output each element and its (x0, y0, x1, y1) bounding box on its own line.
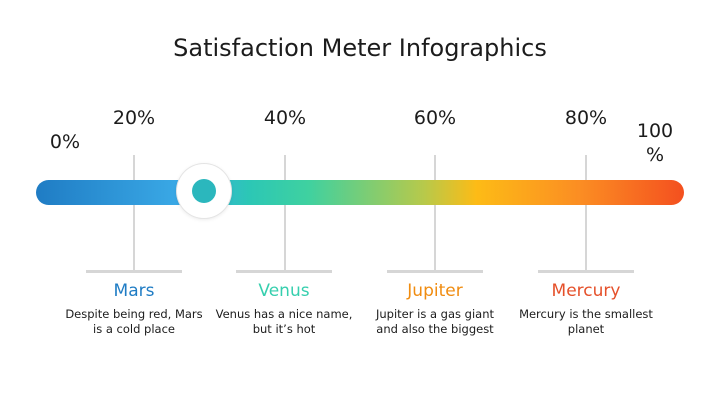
base-line-mercury (538, 270, 634, 273)
scale-label-20: 20% (112, 107, 156, 129)
item-title-mars: Mars (113, 281, 155, 301)
base-line-jupiter (387, 270, 483, 273)
item-title-venus: Venus (258, 281, 310, 301)
meter-track (36, 180, 684, 205)
base-line-venus (236, 270, 332, 273)
marker-line-80 (585, 155, 587, 272)
scale-label-40: 40% (263, 107, 307, 129)
item-title-jupiter: Jupiter (407, 281, 463, 301)
scale-label-0: 0% (49, 131, 81, 153)
marker-line-40 (284, 155, 286, 272)
scale-label-60: 60% (413, 107, 457, 129)
infographic-title: Satisfaction Meter Infographics (173, 34, 547, 62)
scale-label-80: 80% (564, 107, 608, 129)
base-line-mars (86, 270, 182, 273)
item-description-venus: Venus has a nice name, but it’s hot (215, 307, 353, 336)
meter-knob-dot (192, 179, 217, 203)
item-description-jupiter: Jupiter is a gas giant and also the bigg… (375, 307, 495, 336)
marker-line-60 (434, 155, 436, 272)
item-title-mercury: Mercury (551, 281, 621, 301)
marker-line-20 (133, 155, 135, 272)
meter-knob[interactable] (177, 164, 232, 218)
item-description-mercury: Mercury is the smallest planet (519, 307, 653, 336)
item-description-mars: Despite being red, Mars is a cold place (65, 307, 203, 336)
scale-label-100: 100 % (636, 120, 674, 166)
